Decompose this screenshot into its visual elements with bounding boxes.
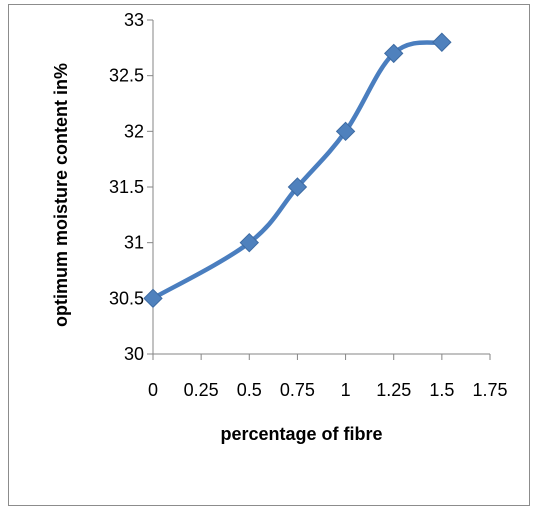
y-tick-label: 31	[124, 233, 144, 253]
y-tick-label: 33	[124, 10, 144, 30]
x-tick-label: 1.75	[472, 380, 507, 400]
y-tick-label: 30.5	[109, 288, 144, 308]
data-point-marker	[143, 288, 163, 309]
x-tick-labels: 0 0.25 0.5 0.75 1 1.25 1.5 1.75	[148, 380, 508, 400]
x-tick-label: 0.75	[280, 380, 315, 400]
tick-marks	[147, 19, 491, 360]
x-tick-label: 1.5	[429, 380, 454, 400]
data-point-marker	[432, 32, 452, 52]
chart-frame	[8, 4, 530, 506]
x-axis-title: percentage of fibre	[220, 424, 382, 444]
x-tick-label: 0	[148, 380, 158, 400]
x-tick-label: 0.25	[184, 380, 219, 400]
y-tick-labels: 30 30.5 31 31.5 32 32.5 33	[109, 10, 144, 364]
data-markers	[143, 32, 452, 309]
series-line	[150, 40, 445, 301]
data-point-marker	[335, 121, 356, 142]
y-tick-label: 32	[124, 121, 144, 141]
y-tick-label: 30	[124, 344, 144, 364]
data-point-marker	[287, 177, 308, 197]
x-tick-label: 1	[341, 380, 351, 400]
x-tick-label: 1.25	[376, 380, 411, 400]
y-tick-label: 31.5	[109, 177, 144, 197]
y-axis-title: optimum moisture content in%	[51, 63, 71, 327]
x-tick-label: 0.5	[237, 380, 262, 400]
data-point-marker	[384, 43, 404, 64]
y-tick-label: 32.5	[109, 66, 144, 86]
data-point-marker	[239, 232, 259, 253]
chart-axes	[152, 20, 490, 355]
